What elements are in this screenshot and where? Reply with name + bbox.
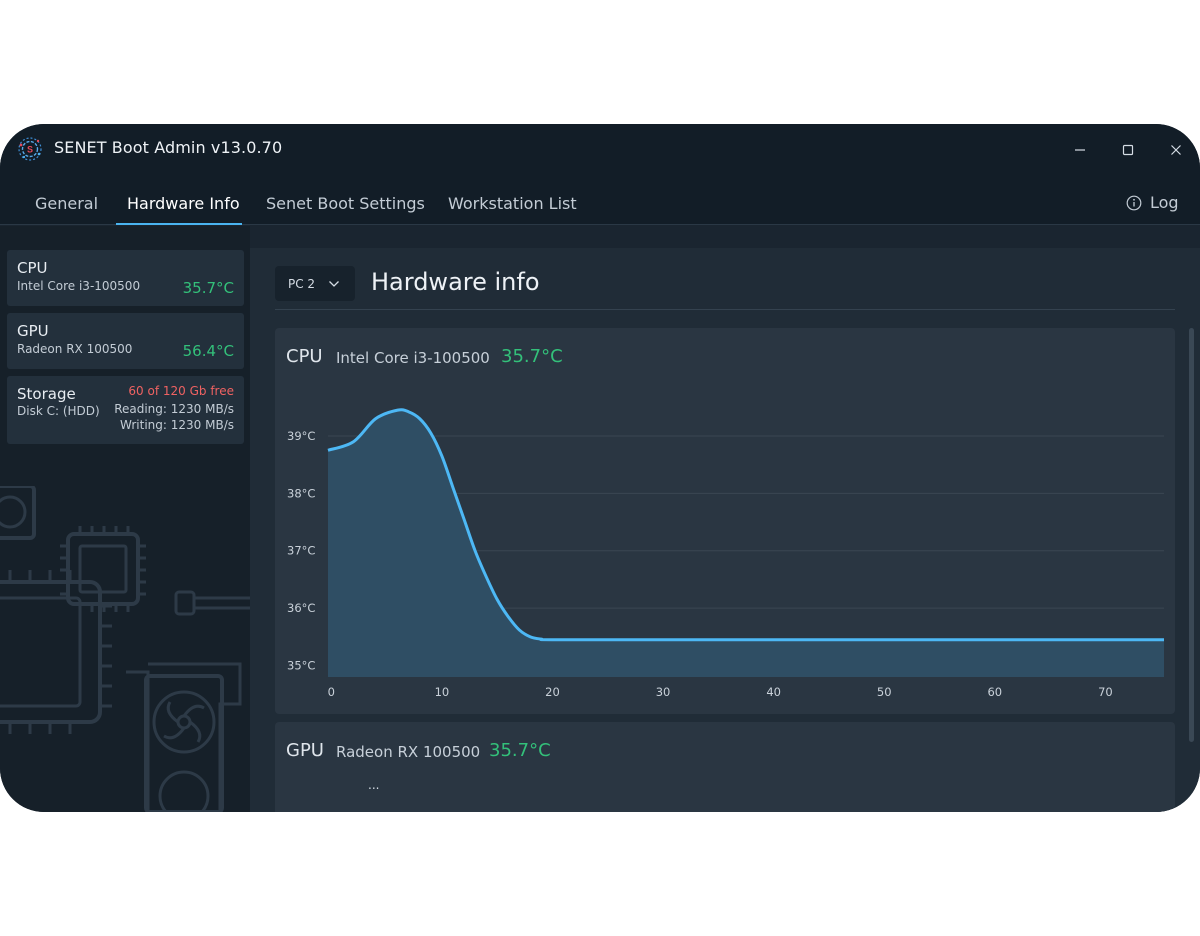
tab-bar: General Hardware Info Senet Boot Setting…: [0, 174, 1200, 225]
storage-reading-speed: Reading: 1230 MB/s: [114, 402, 234, 416]
x-tick-label: 70: [1098, 685, 1113, 699]
storage-card[interactable]: Storage Disk C: (HDD) 60 of 120 Gb free …: [7, 376, 244, 444]
app-title: SENET Boot Admin v13.0.70: [54, 138, 283, 157]
minimize-button[interactable]: [1069, 139, 1091, 161]
tab-workstation-list[interactable]: Workstation List: [448, 194, 577, 213]
x-tick-label: 10: [435, 685, 450, 699]
cpu-panel: CPU Intel Core i3-100500 35.7°C 35°C 36°C…: [275, 328, 1175, 714]
app-window: S SENET Boot Admin v13.0.70 General Hard…: [0, 124, 1200, 812]
cpu-card-title: CPU: [17, 259, 48, 277]
y-tick-label: 35°C: [287, 659, 315, 673]
x-tick-label: 30: [656, 685, 671, 699]
gpu-panel-placeholder: ...: [368, 778, 380, 792]
cpu-card[interactable]: CPU Intel Core i3-100500 35.7°C: [7, 250, 244, 306]
log-button[interactable]: Log: [1126, 193, 1179, 212]
pc-select-value: PC 2: [288, 276, 316, 291]
gpu-panel-temp: 35.7°C: [489, 740, 551, 761]
y-tick-label: 37°C: [287, 544, 315, 558]
temperature-series-line: [327, 408, 1164, 642]
x-tick-label: 20: [545, 685, 560, 699]
gpu-card-temp: 56.4°C: [182, 342, 234, 360]
cpu-temperature-chart: 35°C 36°C 37°C 38°C 39°C 0 10 20 30 40 50 60 70: [287, 408, 1164, 699]
main-content: PC 2 Hardware info CPU Intel Core i3-100…: [250, 248, 1200, 812]
gpu-card-title: GPU: [17, 322, 49, 340]
x-tick-label: 60: [987, 685, 1002, 699]
chevron-down-icon: [329, 280, 340, 287]
cpu-card-model: Intel Core i3-100500: [17, 279, 141, 293]
page-title: Hardware info: [371, 268, 540, 296]
gpu-panel-model: Radeon RX 100500: [336, 743, 481, 761]
title-divider: [275, 309, 1175, 310]
temperature-area: [328, 409, 1164, 677]
tab-hardware-info[interactable]: Hardware Info: [127, 194, 240, 213]
cpu-card-temp: 35.7°C: [182, 279, 234, 297]
gpu-card-model: Radeon RX 100500: [17, 342, 133, 356]
active-tab-indicator: [116, 223, 242, 225]
senet-logo-icon: S: [18, 137, 42, 161]
close-icon: [1171, 145, 1181, 155]
pc-select-dropdown[interactable]: PC 2: [275, 266, 355, 301]
gpu-panel: GPU Radeon RX 100500 35.7°C ...: [275, 722, 1175, 812]
tab-senet-boot-settings[interactable]: Senet Boot Settings: [266, 194, 425, 213]
minimize-icon: [1075, 149, 1085, 151]
tab-general[interactable]: General: [35, 194, 99, 213]
maximize-icon: [1122, 144, 1134, 156]
main-scrollbar[interactable]: [1189, 328, 1194, 742]
cpu-panel-kind: CPU: [286, 346, 323, 367]
x-tick-label: 40: [766, 685, 781, 699]
hardware-sidebar: CPU Intel Core i3-100500 35.7°C GPU Rade…: [0, 226, 250, 812]
maximize-button[interactable]: [1117, 139, 1139, 161]
y-tick-label: 36°C: [287, 601, 315, 615]
storage-card-disk: Disk C: (HDD): [17, 404, 100, 418]
storage-writing-speed: Writing: 1230 MB/s: [120, 418, 234, 432]
title-bar: S SENET Boot Admin v13.0.70: [0, 124, 1200, 174]
y-tick-label: 39°C: [287, 429, 315, 443]
x-tick-label: 50: [877, 685, 892, 699]
svg-text:S: S: [27, 144, 33, 154]
gpu-panel-kind: GPU: [286, 740, 324, 761]
storage-card-title: Storage: [17, 385, 76, 403]
cpu-panel-model: Intel Core i3-100500: [336, 349, 490, 367]
x-tick-label: 0: [328, 685, 335, 699]
y-tick-label: 38°C: [287, 486, 315, 500]
gpu-card[interactable]: GPU Radeon RX 100500 56.4°C: [7, 313, 244, 369]
log-label: Log: [1150, 193, 1179, 212]
cpu-panel-temp: 35.7°C: [501, 346, 563, 367]
storage-free-space: 60 of 120 Gb free: [128, 384, 234, 398]
hardware-illustration: [0, 486, 250, 812]
info-icon: [1126, 195, 1142, 210]
close-button[interactable]: [1165, 139, 1187, 161]
